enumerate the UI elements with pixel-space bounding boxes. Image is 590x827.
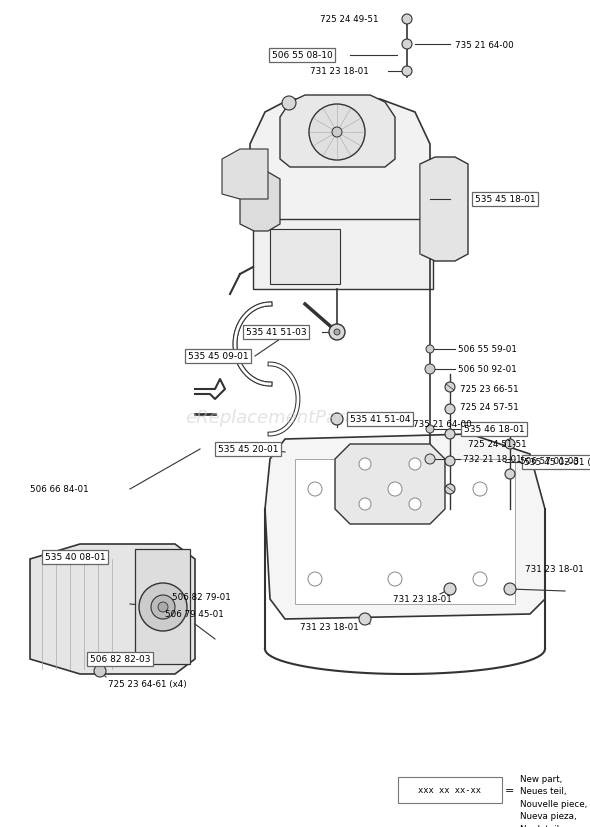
Text: 725 24 57-51: 725 24 57-51	[460, 403, 519, 412]
Text: 506 66 84-01: 506 66 84-01	[30, 485, 88, 494]
Circle shape	[505, 439, 515, 449]
Circle shape	[388, 482, 402, 496]
Polygon shape	[30, 544, 195, 674]
Circle shape	[309, 105, 365, 160]
Circle shape	[94, 665, 106, 677]
Circle shape	[473, 482, 487, 496]
Polygon shape	[250, 100, 430, 227]
Text: 506 82 82-03: 506 82 82-03	[90, 655, 150, 664]
Circle shape	[402, 15, 412, 25]
Circle shape	[409, 458, 421, 471]
Circle shape	[445, 383, 455, 393]
Text: 732 21 18-01: 732 21 18-01	[463, 455, 522, 464]
Polygon shape	[335, 444, 445, 524]
Circle shape	[445, 457, 455, 466]
Text: 535 41 51-04: 535 41 51-04	[350, 415, 410, 424]
Circle shape	[388, 572, 402, 586]
FancyBboxPatch shape	[398, 777, 502, 803]
Polygon shape	[420, 158, 468, 261]
Text: 535 41 51-03: 535 41 51-03	[245, 328, 306, 337]
Circle shape	[505, 470, 515, 480]
Circle shape	[445, 485, 455, 495]
Circle shape	[329, 325, 345, 341]
FancyBboxPatch shape	[270, 230, 340, 284]
Text: 506 55 08-10: 506 55 08-10	[271, 51, 332, 60]
Circle shape	[359, 614, 371, 625]
Text: 731 23 18-01: 731 23 18-01	[300, 623, 359, 632]
Text: 731 23 18-01: 731 23 18-01	[310, 68, 369, 76]
Text: 725 23 66-51: 725 23 66-51	[460, 385, 519, 394]
Text: New part,
Neues teil,
Nouvelle piece,
Nueva pieza,
Ny detail: New part, Neues teil, Nouvelle piece, Nu…	[520, 774, 587, 827]
Circle shape	[445, 404, 455, 414]
Text: 535 45 20-01: 535 45 20-01	[218, 445, 278, 454]
Text: 731 23 18-01: 731 23 18-01	[393, 595, 452, 604]
Circle shape	[158, 602, 168, 612]
Text: 506 82 79-01: 506 82 79-01	[172, 593, 231, 602]
Text: 535 45 18-01: 535 45 18-01	[475, 195, 535, 204]
Text: 506 50 92-01: 506 50 92-01	[458, 365, 517, 374]
Text: 506 55 59-01: 506 55 59-01	[458, 345, 517, 354]
Circle shape	[282, 97, 296, 111]
Circle shape	[402, 67, 412, 77]
Polygon shape	[222, 150, 268, 200]
Text: 735 21 64-00: 735 21 64-00	[413, 420, 472, 429]
FancyBboxPatch shape	[135, 549, 190, 664]
Text: 725 24 49-51: 725 24 49-51	[320, 16, 379, 25]
Text: 725 24 51-51: 725 24 51-51	[468, 440, 527, 449]
Circle shape	[445, 429, 455, 439]
Circle shape	[359, 458, 371, 471]
Text: 735 21 64-00: 735 21 64-00	[455, 41, 514, 50]
Circle shape	[444, 583, 456, 595]
Text: xxx xx xx-xx: xxx xx xx-xx	[418, 786, 481, 795]
Text: 535 40 08-01: 535 40 08-01	[45, 552, 105, 562]
Circle shape	[334, 330, 340, 336]
Polygon shape	[265, 434, 545, 619]
Text: 535 45 09-01: 535 45 09-01	[188, 352, 248, 361]
Circle shape	[331, 414, 343, 425]
Circle shape	[151, 595, 175, 619]
Circle shape	[426, 346, 434, 354]
Text: 535 45 02-01 (x2): 535 45 02-01 (x2)	[525, 458, 590, 467]
Text: 506 79 45-01: 506 79 45-01	[165, 609, 224, 619]
Circle shape	[504, 583, 516, 595]
Circle shape	[426, 425, 434, 433]
Circle shape	[402, 40, 412, 50]
Text: 725 23 64-61 (x4): 725 23 64-61 (x4)	[108, 680, 187, 689]
Circle shape	[139, 583, 187, 631]
Text: 535 46 18-01: 535 46 18-01	[464, 425, 525, 434]
Polygon shape	[240, 173, 280, 232]
FancyBboxPatch shape	[295, 460, 515, 605]
Text: =: =	[505, 785, 514, 795]
Circle shape	[308, 572, 322, 586]
Text: 506 57 01-03: 506 57 01-03	[520, 457, 579, 466]
Circle shape	[308, 482, 322, 496]
Circle shape	[409, 499, 421, 510]
Text: eReplacementParts.com: eReplacementParts.com	[185, 409, 405, 427]
Polygon shape	[280, 96, 395, 168]
Circle shape	[425, 365, 435, 375]
Circle shape	[473, 572, 487, 586]
Circle shape	[359, 499, 371, 510]
Text: 731 23 18-01: 731 23 18-01	[525, 565, 584, 574]
Circle shape	[425, 455, 435, 465]
FancyBboxPatch shape	[253, 220, 433, 289]
Circle shape	[332, 128, 342, 138]
